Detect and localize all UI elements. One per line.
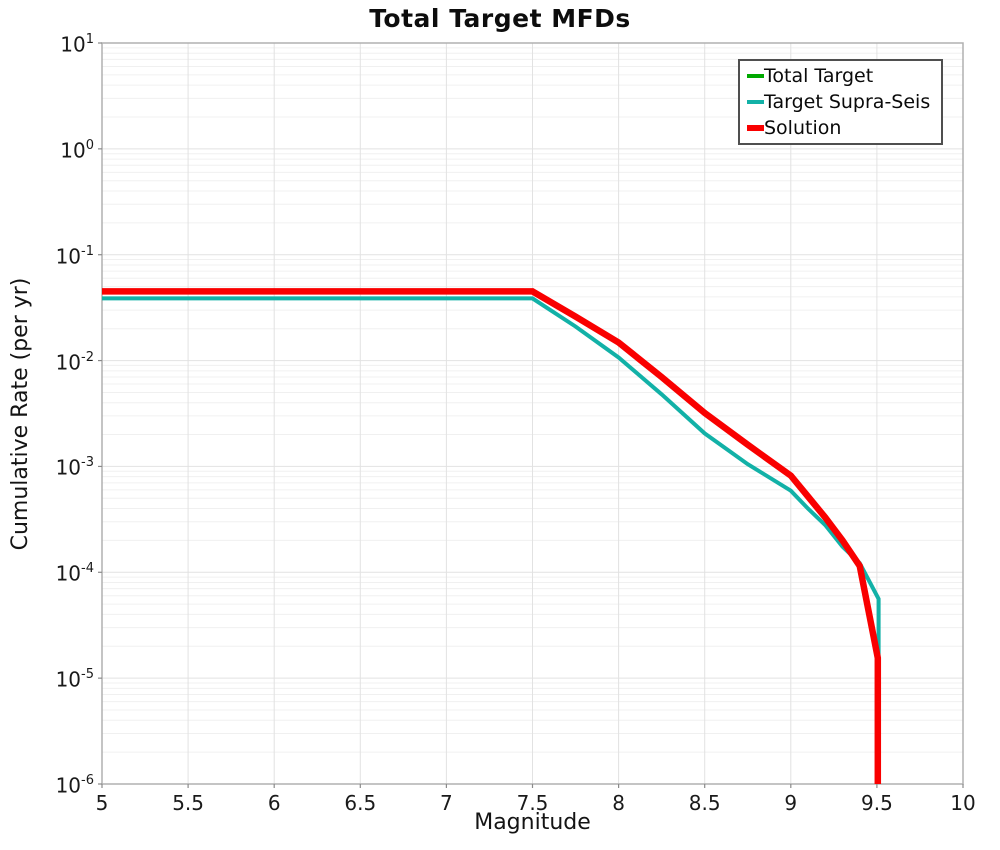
x-tick-label: 5 (95, 791, 109, 815)
chart-title: Total Target MFDs (369, 4, 631, 33)
legend: Total Target Target Supra-Seis Solution (738, 59, 943, 145)
x-tick-label: 8 (612, 791, 625, 815)
legend-item: Solution (747, 115, 941, 141)
y-tick-label: 100 (60, 137, 94, 163)
series-line-solution (102, 288, 882, 784)
legend-swatch-icon (747, 100, 764, 104)
y-tick-label: 10-3 (55, 455, 94, 481)
legend-item-label: Total Target (764, 65, 874, 87)
x-tick-label: 8.5 (688, 791, 721, 815)
legend-swatch-icon (747, 74, 764, 78)
x-tick-label: 9 (784, 791, 798, 815)
legend-item: Total Target (747, 63, 941, 89)
legend-swatch-icon (747, 125, 764, 131)
x-tick-label: 7 (440, 791, 453, 815)
x-axis-label: Magnitude (474, 810, 591, 835)
y-tick-label: 10-4 (55, 561, 94, 586)
legend-item-label: Target Supra-Seis (764, 91, 931, 113)
x-tick-label: 9.5 (860, 791, 893, 815)
legend-item: Target Supra-Seis (747, 89, 941, 115)
x-tick-label: 6.5 (344, 791, 377, 815)
y-tick-label: 10-1 (55, 243, 94, 269)
y-tick-label: 101 (60, 32, 94, 57)
x-tick-label: 5.5 (172, 791, 204, 815)
x-tick-label: 10 (950, 791, 976, 815)
x-tick-label: 7.5 (516, 791, 549, 815)
series-line-target-supra-seis (102, 296, 881, 657)
y-tick-label: 10-6 (55, 773, 94, 798)
legend-item-label: Solution (764, 117, 842, 139)
y-tick-label: 10-5 (55, 667, 94, 692)
y-tick-label: 10-2 (55, 349, 94, 375)
x-tick-label: 6 (267, 791, 281, 815)
